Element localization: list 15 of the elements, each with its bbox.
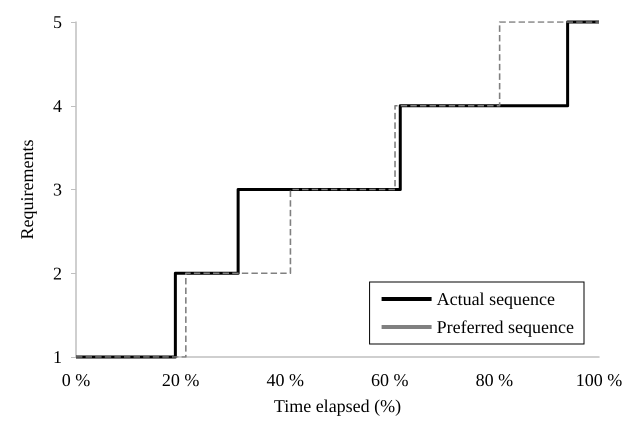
x-tick-label: 100 % — [576, 370, 622, 390]
legend-label: Actual sequence — [436, 289, 556, 309]
x-axis-title: Time elapsed (%) — [274, 396, 402, 416]
x-tick-label: 60 % — [371, 370, 409, 390]
y-tick-label: 2 — [53, 263, 62, 284]
x-tick-label: 40 % — [266, 370, 304, 390]
y-tick-label: 5 — [53, 12, 62, 32]
y-tick-label: 4 — [53, 96, 62, 116]
y-tick-label: 1 — [53, 347, 62, 367]
x-tick-label: 80 % — [476, 370, 514, 390]
y-tick-label: 3 — [53, 180, 62, 200]
legend-label: Preferred sequence — [436, 317, 574, 337]
x-tick-label: 0 % — [62, 370, 90, 390]
y-axis-title: Requirements — [17, 140, 37, 240]
x-tick-label: 20 % — [162, 370, 200, 390]
